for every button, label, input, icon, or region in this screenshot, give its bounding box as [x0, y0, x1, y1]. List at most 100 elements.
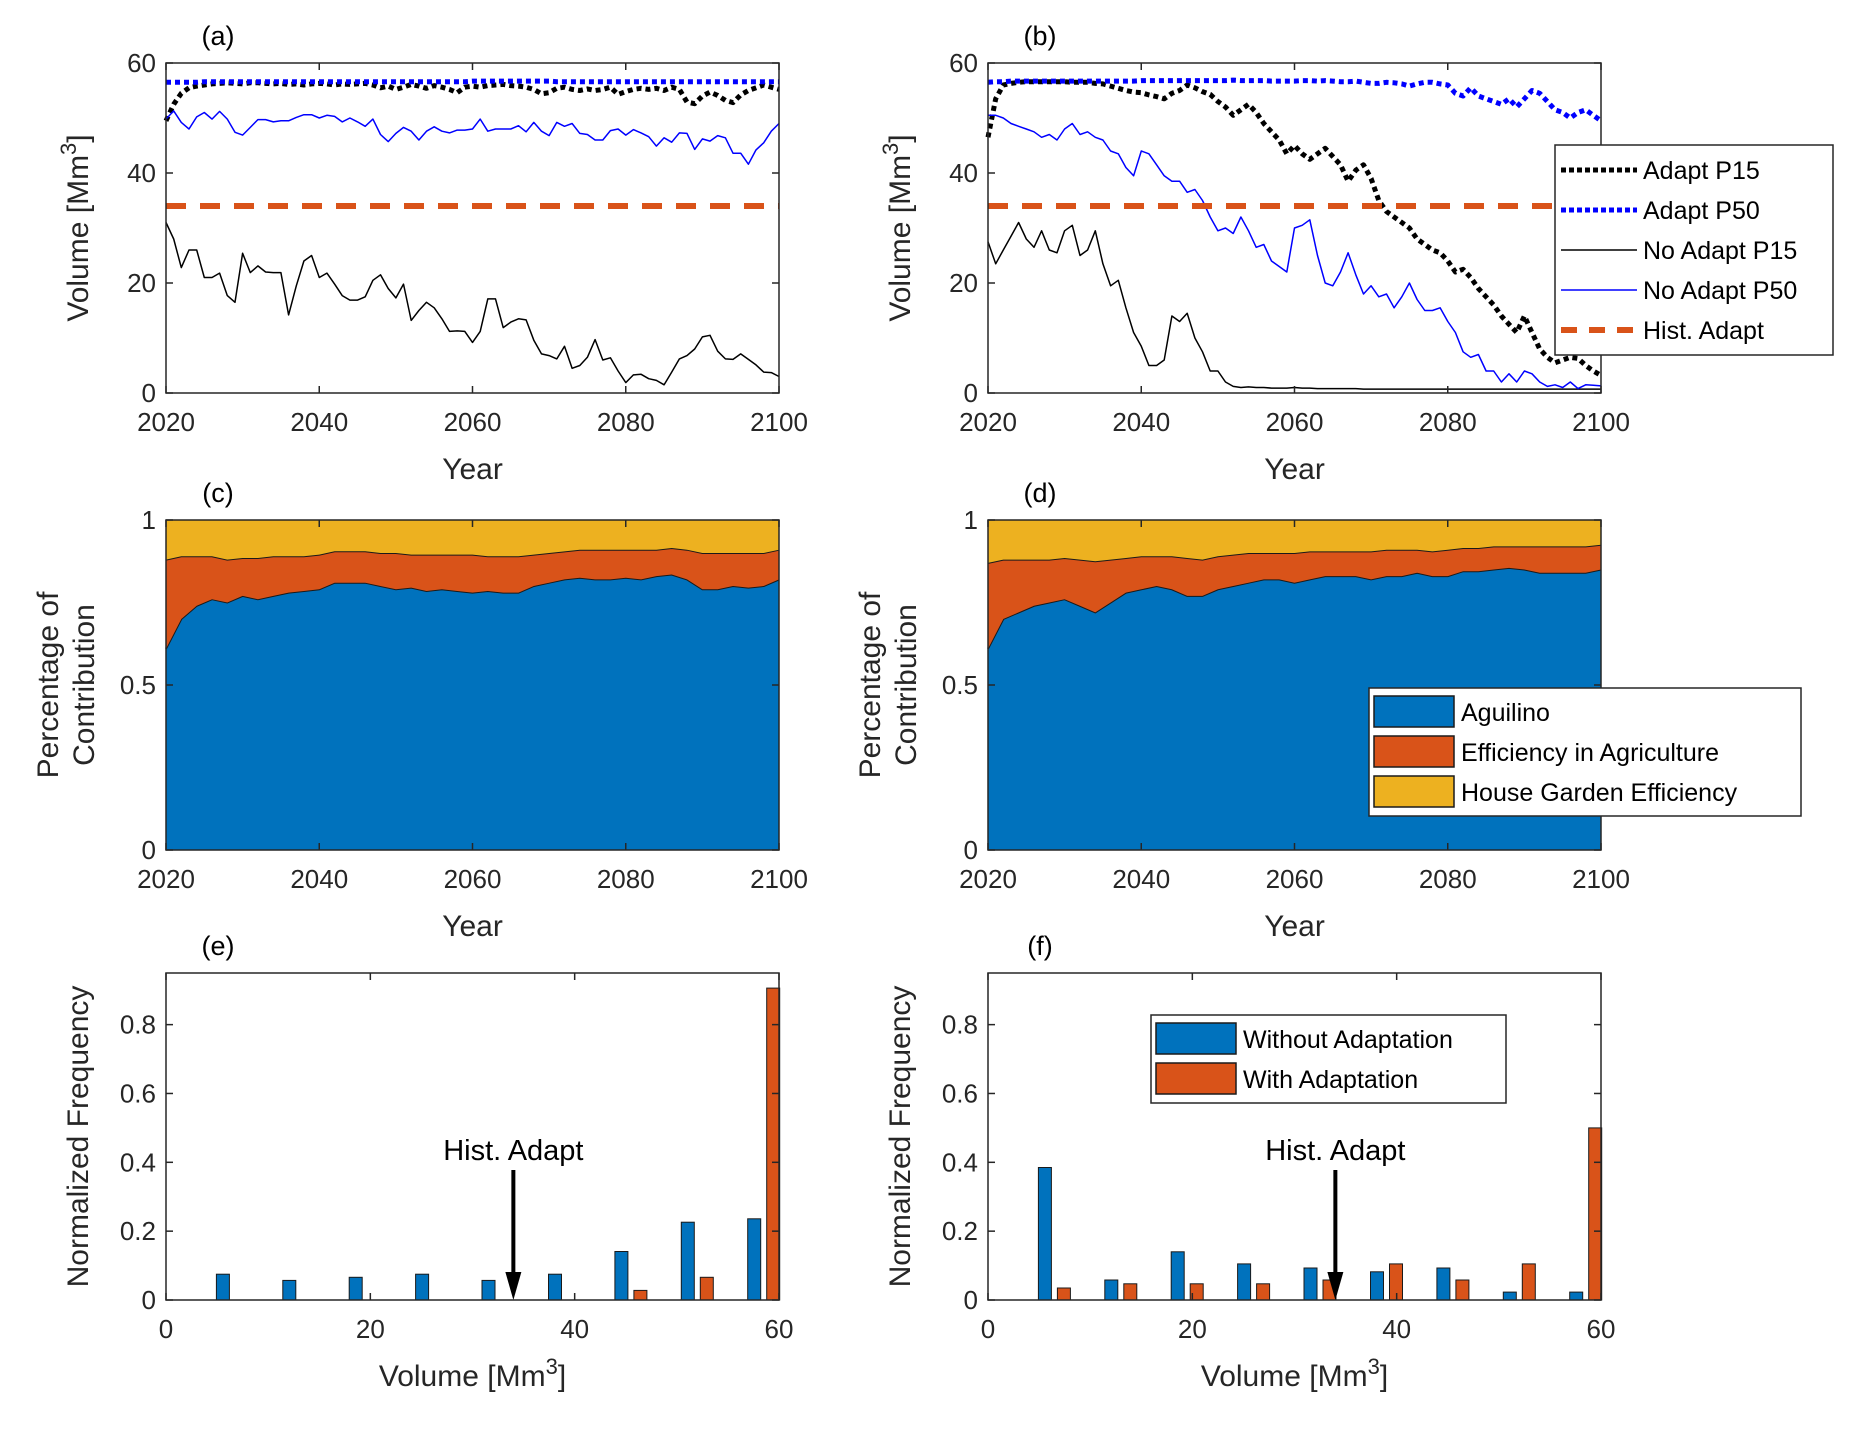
- bar-without-adaptation: [614, 1251, 629, 1301]
- area-efficiency-in-agriculture: [166, 548, 779, 649]
- plot-area: [166, 973, 779, 1300]
- y-tick-label: 0: [142, 1285, 156, 1315]
- x-tick-label: 2040: [1112, 407, 1170, 437]
- legend-label: House Garden Efficiency: [1461, 779, 1738, 807]
- x-tick-label: 2080: [1419, 864, 1477, 894]
- area-house-garden-efficiency: [988, 520, 1601, 563]
- panel-label: (a): [202, 21, 235, 51]
- x-axis-label: Year: [442, 910, 503, 943]
- x-axis-label: Volume [Mm3]: [1201, 1354, 1388, 1394]
- bar-with-adaptation: [633, 1289, 648, 1301]
- bar-without-adaptation: [1436, 1267, 1451, 1301]
- y-tick-label: 40: [127, 158, 156, 188]
- panel-label: (f): [1027, 931, 1052, 961]
- legend: Aguilino Efficiency in Agriculture House G…: [1368, 687, 1802, 817]
- x-tick-label: 2060: [444, 864, 502, 894]
- y-tick-label: 40: [949, 158, 978, 188]
- axes-frame: [987, 972, 1602, 1301]
- bar-with-adaptation: [1256, 1283, 1271, 1301]
- legend-swatch: [1155, 1022, 1237, 1055]
- y-axis-label: Percentage of: [32, 591, 65, 778]
- bar-without-adaptation: [1237, 1263, 1252, 1301]
- y-tick-label: 0.5: [942, 670, 978, 700]
- legend-swatch: [1373, 775, 1455, 808]
- bar-without-adaptation: [282, 1279, 297, 1301]
- x-tick-label: 2020: [137, 407, 195, 437]
- series-line-no-adapt-p15: [165, 222, 780, 386]
- annotation-label: Hist. Adapt: [443, 1135, 583, 1167]
- x-tick-label: 2060: [1266, 407, 1324, 437]
- y-tick-label: 0: [142, 378, 156, 408]
- panel-a: 2020 2040 2060 2080 21000204060(a)YearVolume…: [56, 21, 808, 486]
- y-axis-label: Normalized Frequency: [62, 986, 95, 1288]
- legend-swatch: [1155, 1062, 1237, 1095]
- bar-with-adaptation: [1056, 1287, 1071, 1301]
- bar-with-adaptation: [1123, 1283, 1138, 1301]
- x-axis-label: Year: [442, 453, 503, 486]
- series-line-adapt-p50: [166, 78, 779, 85]
- y-axis-label: Volume [Mm3]: [56, 134, 96, 321]
- y-tick-label: 20: [127, 268, 156, 298]
- x-tick-label: 20: [356, 1314, 385, 1344]
- legend-label: Hist. Adapt: [1643, 317, 1764, 345]
- bar-without-adaptation: [348, 1276, 363, 1301]
- bar-without-adaptation: [1370, 1271, 1384, 1301]
- y-axis-label-line2: Contribution: [68, 604, 101, 766]
- x-axis-label-end: ]: [558, 1360, 566, 1393]
- bar-without-adaptation: [1569, 1291, 1584, 1301]
- x-tick-label: 2080: [597, 407, 655, 437]
- y-tick-label: 0.4: [120, 1147, 156, 1177]
- x-tick-label: 60: [765, 1314, 794, 1344]
- area-aguilino: [166, 574, 779, 850]
- panel-e: Hist. Adapt 0 20 40 60 0 0.2 0.4 0.6 0.8 (e) Volume…: [62, 931, 793, 1393]
- panel-c: 2020 2040 2060 2080 2100 0 0.5 1 (c) Year Percenta…: [32, 478, 808, 943]
- x-tick-label: 40: [1382, 1314, 1411, 1344]
- y-axis-label: Percentage of: [854, 591, 887, 778]
- y-tick-label: 0.8: [942, 1010, 978, 1040]
- legend-swatch: [1373, 735, 1455, 768]
- x-tick-label: 2040: [1112, 864, 1170, 894]
- bar-with-adaptation: [766, 987, 781, 1301]
- legend-label: Adapt P50: [1643, 197, 1760, 225]
- panel-b: 2020 2040 2060 2080 21000204060(b)YearVolume…: [878, 21, 1834, 486]
- bar-with-adaptation: [1521, 1263, 1536, 1301]
- x-tick-label: 60: [1587, 1314, 1616, 1344]
- panel-d: 2020 2040 2060 2080 2100 0 0.5 1 (d) Year Percenta…: [854, 478, 1802, 943]
- y-tick-label: 1: [964, 505, 978, 535]
- bar-without-adaptation: [548, 1273, 562, 1301]
- y-tick-label: 0.4: [942, 1147, 978, 1177]
- x-axis-label-sup: 3: [546, 1354, 558, 1379]
- legend-label: With Adaptation: [1243, 1066, 1418, 1094]
- x-tick-label: 2080: [597, 864, 655, 894]
- y-tick-label: 0.5: [120, 670, 156, 700]
- y-axis-label-sup: 3: [56, 143, 81, 155]
- x-tick-label: 2060: [444, 407, 502, 437]
- panel-label: (c): [202, 478, 233, 508]
- x-tick-label: 2100: [1572, 407, 1630, 437]
- y-tick-label: 0: [142, 835, 156, 865]
- x-tick-label: 2020: [137, 864, 195, 894]
- area-efficiency-in-agriculture: [988, 544, 1601, 649]
- series-line-no-adapt-p50: [165, 110, 780, 165]
- bar-without-adaptation: [415, 1273, 430, 1301]
- x-tick-label: 2100: [1572, 864, 1630, 894]
- y-tick-label: 0: [964, 1285, 978, 1315]
- y-axis-label-sup: 3: [878, 143, 903, 155]
- x-tick-label: 40: [560, 1314, 589, 1344]
- bar-without-adaptation: [1502, 1291, 1517, 1301]
- bar-with-adaptation: [1588, 1127, 1603, 1301]
- y-tick-label: 60: [127, 48, 156, 78]
- x-tick-label: 2040: [290, 407, 348, 437]
- annotation-arrow-head-icon: [505, 1272, 522, 1300]
- annotation-arrow-head-icon: [1327, 1272, 1344, 1300]
- bar-without-adaptation: [680, 1221, 695, 1301]
- y-tick-label: 0.2: [942, 1216, 978, 1246]
- x-tick-label: 2020: [959, 407, 1017, 437]
- x-tick-label: 0: [159, 1314, 173, 1344]
- bar-with-adaptation: [1455, 1279, 1470, 1301]
- legend-label: No Adapt P15: [1643, 237, 1797, 265]
- y-tick-label: 0.6: [942, 1078, 978, 1108]
- x-tick-label: 20: [1178, 1314, 1207, 1344]
- x-tick-label: 2100: [750, 864, 808, 894]
